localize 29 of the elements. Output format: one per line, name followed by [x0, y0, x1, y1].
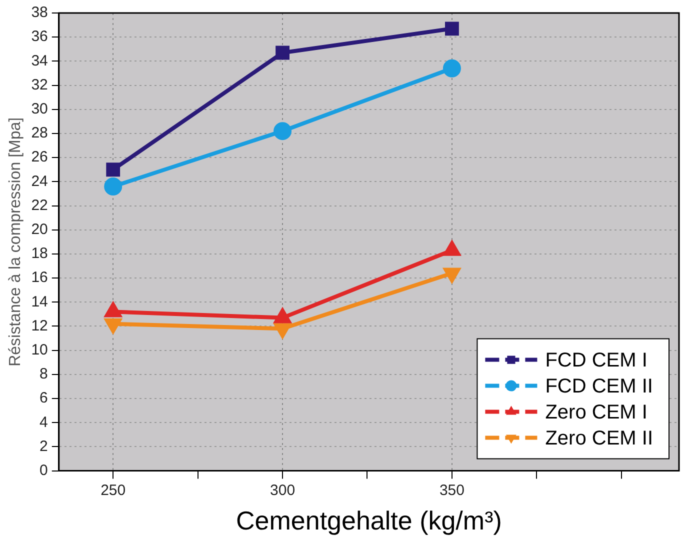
- y-tick-label: 28: [31, 124, 48, 142]
- y-tick-label: 12: [31, 317, 48, 334]
- y-tick-label: 22: [31, 196, 48, 214]
- y-tick-label: 16: [31, 269, 48, 286]
- y-tick-label: 34: [31, 52, 48, 70]
- y-tick-label: 30: [31, 100, 48, 118]
- x-tick-label: 250: [100, 482, 126, 499]
- x-tick-label: 350: [439, 482, 464, 499]
- y-tick-label: 38: [31, 4, 48, 22]
- y-tick-label: 6: [40, 390, 48, 407]
- y-tick-label: 4: [40, 414, 48, 431]
- x-tick-label: 300: [270, 482, 296, 499]
- legend-label: Zero CEM I: [545, 401, 648, 424]
- y-tick-label: 2: [40, 438, 48, 455]
- y-tick-label: 24: [31, 172, 48, 190]
- y-tick-label: 20: [31, 220, 48, 238]
- y-tick-label: 8: [40, 366, 48, 383]
- legend-label: FCD CEM I: [545, 349, 648, 372]
- y-axis-title: Résistance à la compression [Mpa]: [7, 117, 24, 366]
- y-tick-label: 0: [40, 462, 48, 479]
- x-axis-title: Cementgehalte (kg/m³): [236, 506, 502, 536]
- y-tick-label: 36: [31, 28, 48, 46]
- legend-label: FCD CEM II: [545, 375, 653, 398]
- y-tick-label: 32: [31, 76, 48, 94]
- legend-label: Zero CEM II: [545, 427, 654, 450]
- y-tick-label: 18: [31, 245, 48, 262]
- y-tick-label: 26: [31, 148, 48, 166]
- y-tick-label: 10: [31, 341, 48, 358]
- y-tick-label: 14: [31, 293, 48, 310]
